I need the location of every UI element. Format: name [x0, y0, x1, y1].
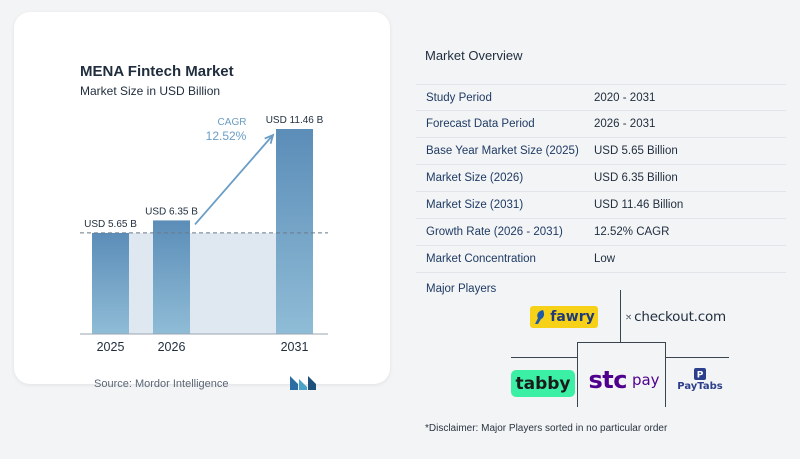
chart-card: MENA Fintech Market Market Size in USD B… [14, 12, 390, 390]
overview-row: Market Size (2031) USD 11.46 Billion [416, 192, 786, 219]
grid-divider [511, 357, 577, 358]
checkout-logo: checkout.com [626, 308, 726, 326]
fawry-label: fawry [550, 309, 595, 325]
fawry-mark-icon [535, 310, 545, 324]
fawry-logo: fawry [530, 306, 598, 328]
cagr-arrow [194, 134, 274, 226]
overview-row: Base Year Market Size (2025) USD 5.65 Bil… [416, 138, 786, 165]
overview-row-label: Forecast Data Period [426, 118, 535, 130]
overview-row-label: Study Period [426, 91, 492, 104]
checkout-mark-icon [626, 314, 631, 320]
cagr-label: CAGR [218, 117, 247, 128]
overview-row: Study Period 2020 - 2031 [416, 84, 786, 111]
stc-label: stc [588, 366, 627, 394]
overview-row-value: USD 5.65 Billion [594, 145, 678, 157]
stc-pay-logo: stc pay [586, 364, 662, 396]
overview-row-label: Market Size (2026) [426, 172, 524, 184]
overview-row-label: Base Year Market Size (2025) [426, 145, 579, 157]
bar-chart: USD 5.65 B 2025 USD 6.35 B 2026 USD 11.46 B 2… [80, 115, 328, 354]
x-tick-label: 2025 [97, 340, 125, 354]
chart-subtitle: Market Size in USD Billion [80, 84, 221, 98]
tabby-label: tabby [515, 373, 571, 394]
cagr-value: 12.52% [206, 129, 247, 143]
x-tick-label: 2026 [158, 340, 186, 354]
paytabs-mark-icon: P [694, 368, 706, 380]
cagr-arrow-head [264, 133, 275, 144]
overview-row-value: USD 11.46 Billion [594, 199, 684, 211]
overview-row-label: Market Concentration [426, 253, 536, 265]
bar-data-label: USD 11.46 B [266, 115, 324, 126]
overview-row-value: Low [594, 253, 616, 265]
overview-row-value: 2026 - 2031 [594, 118, 656, 130]
grid-divider [577, 342, 578, 407]
overview-row: Market Concentration Low [416, 246, 786, 273]
overview-row-value: USD 6.35 Billion [594, 172, 678, 184]
overview-row-label: Market Size (2031) [426, 199, 524, 211]
source-text: Source: Mordor Intelligence [94, 378, 229, 390]
bar-data-label: USD 6.35 B [145, 206, 198, 217]
paytabs-logo: P PayTabs [676, 366, 724, 394]
x-tick-label: 2031 [281, 340, 309, 354]
overview-row-value: 2020 - 2031 [594, 91, 656, 104]
bar [276, 129, 313, 334]
grid-divider [620, 290, 621, 342]
overview-row: Forecast Data Period 2026 - 2031 [416, 111, 786, 138]
bar [92, 232, 129, 334]
mordor-logo-icon [290, 376, 316, 390]
disclaimer: *Disclaimer: Major Players sorted in no … [425, 423, 668, 434]
bar [153, 220, 190, 334]
bar-data-label: USD 5.65 B [84, 219, 137, 230]
overview-title: Market Overview [425, 48, 523, 63]
stc-pay-label: pay [631, 371, 660, 389]
overview-row: Market Size (2026) USD 6.35 Billion [416, 165, 786, 192]
baseline-band [129, 232, 276, 334]
svg-text:P: P [697, 371, 704, 381]
overview-row-value: 12.52% CAGR [594, 226, 670, 238]
grid-divider [577, 342, 665, 343]
players-title: Major Players [426, 283, 497, 295]
checkout-label: checkout.com [634, 309, 726, 325]
chart-title: MENA Fintech Market [80, 63, 234, 80]
overview-row-label: Growth Rate (2026 - 2031) [426, 226, 563, 238]
grid-divider [665, 342, 666, 407]
paytabs-label: PayTabs [677, 381, 723, 392]
overview-row: Growth Rate (2026 - 2031) 12.52% CAGR [416, 219, 786, 246]
tabby-logo: tabby [511, 370, 575, 397]
overview-table: Study Period 2020 - 2031 Forecast Data Per… [416, 84, 786, 273]
grid-divider [665, 357, 729, 358]
